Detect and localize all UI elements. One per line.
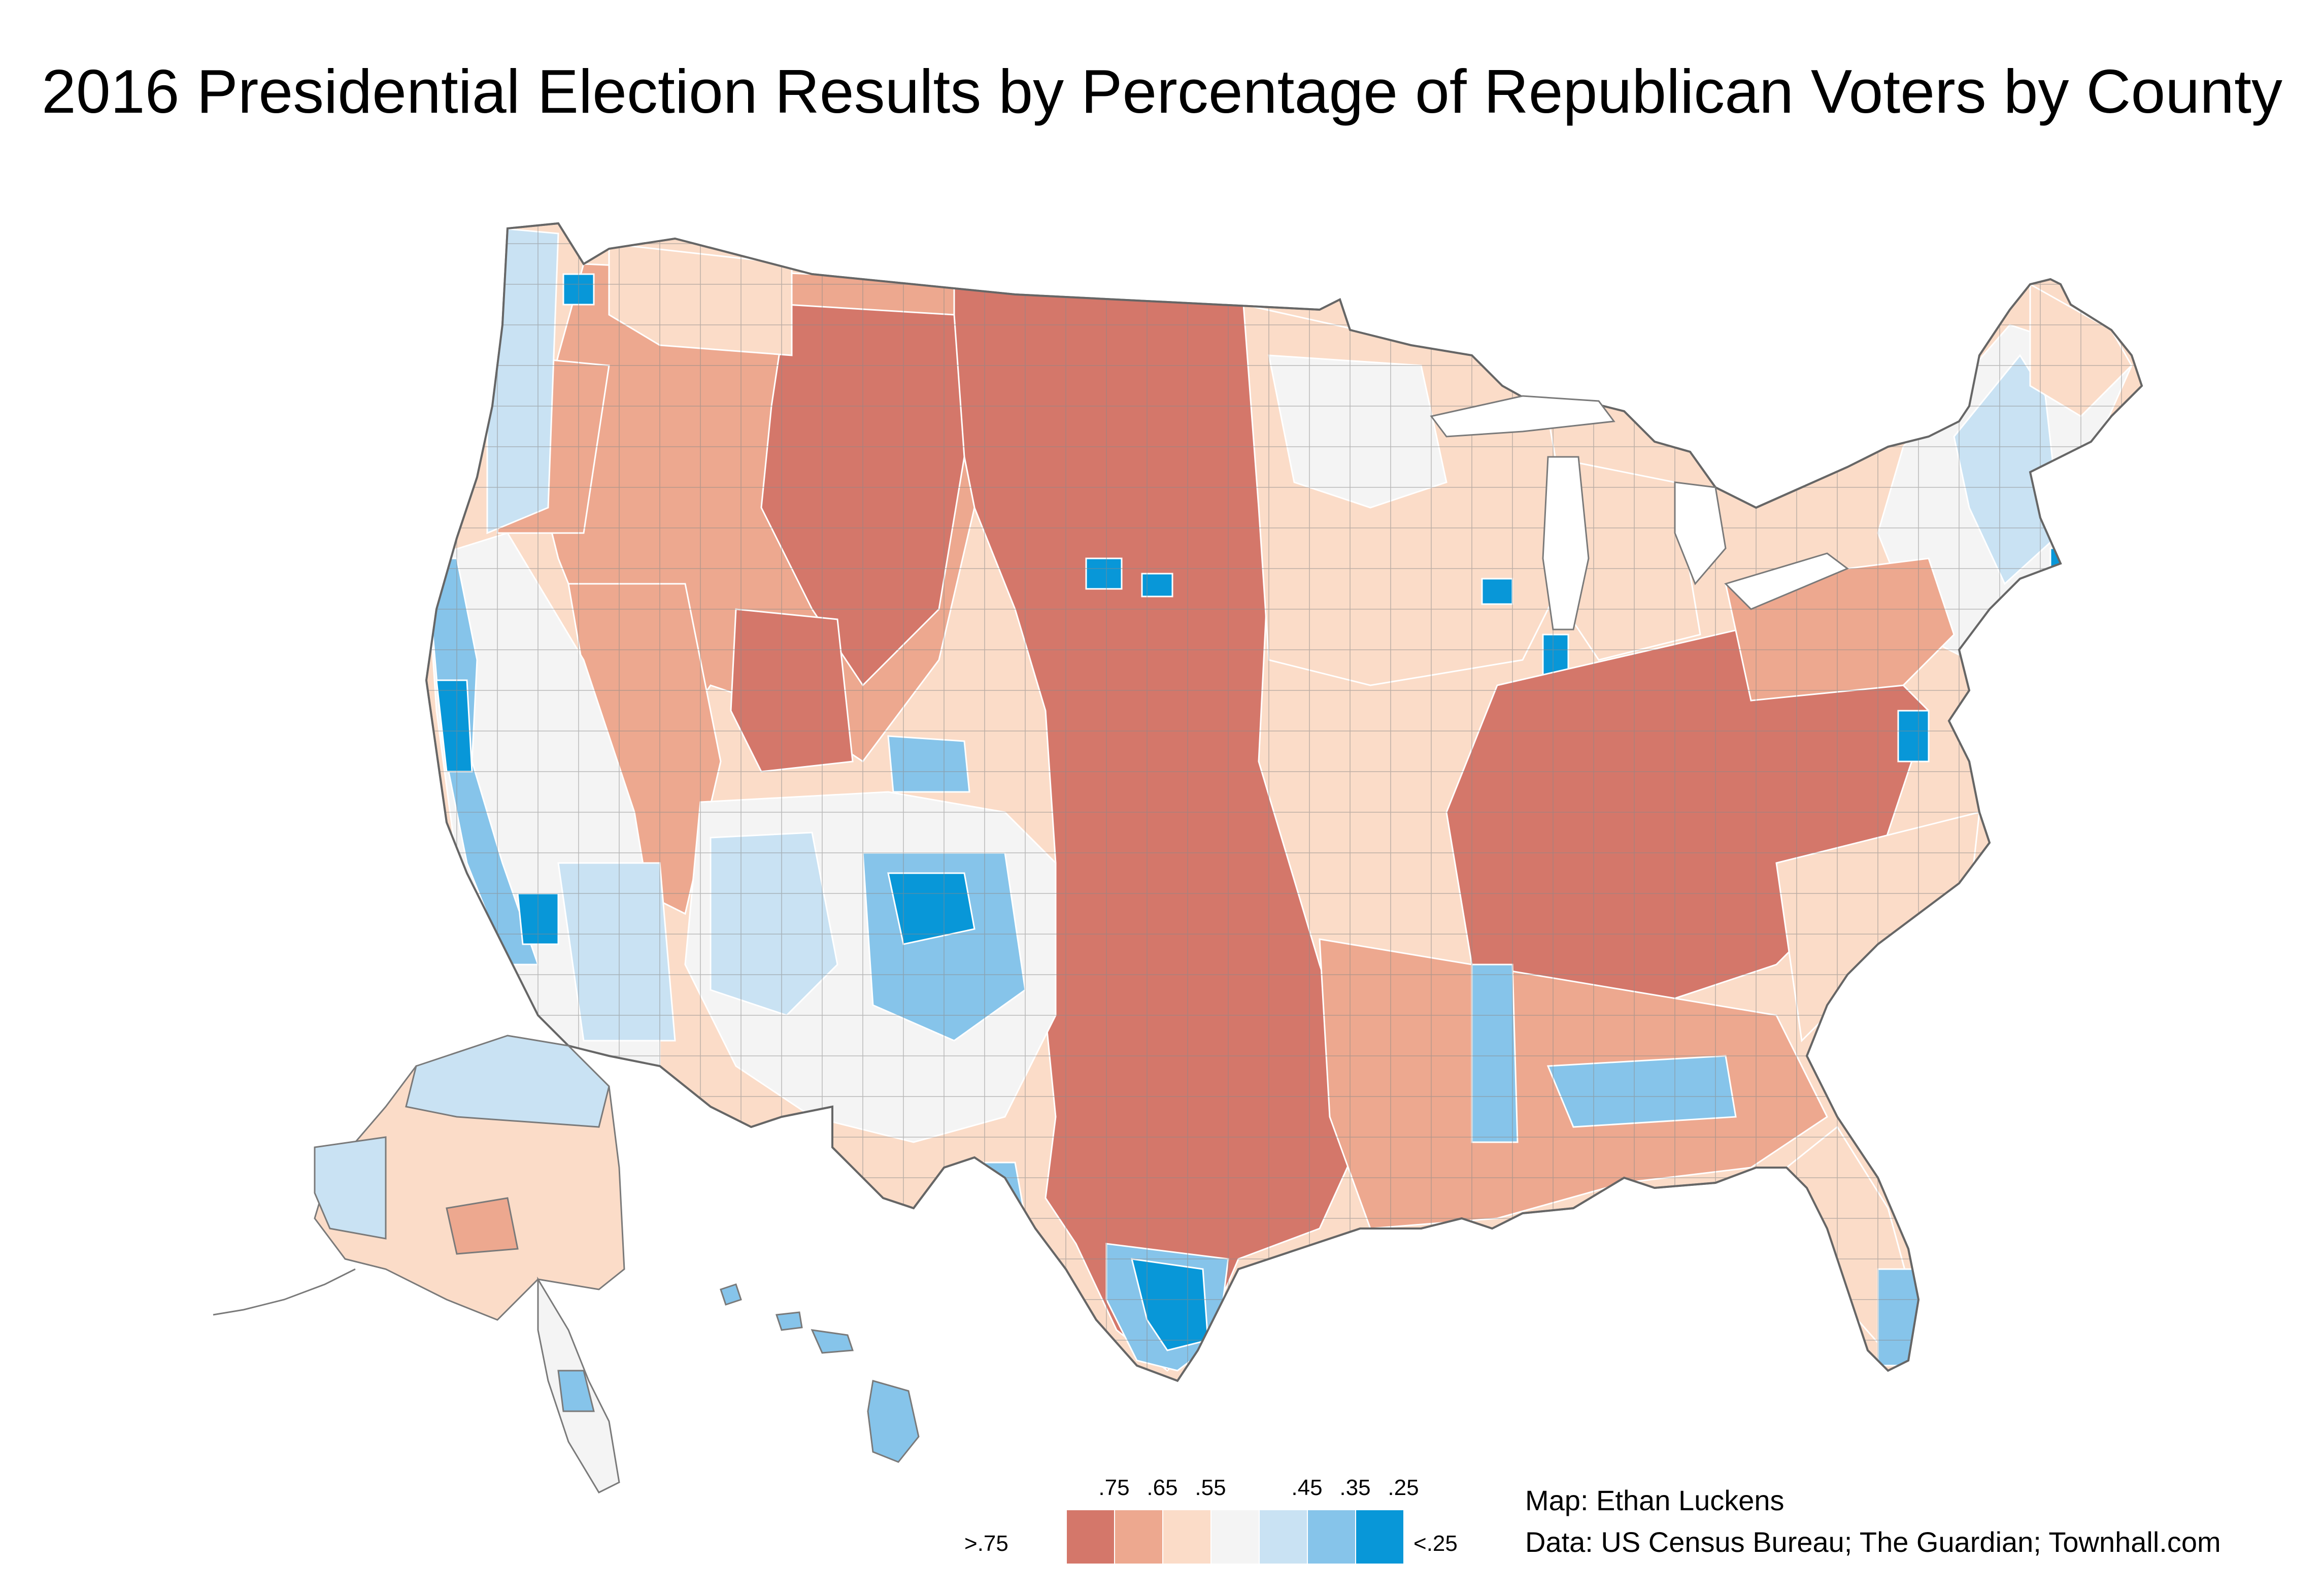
lake-superior — [1430, 395, 1615, 438]
legend-tick: .25 — [1388, 1475, 1419, 1500]
legend-swatch — [1066, 1510, 1114, 1564]
map-author: Map: Ethan Luckens — [1525, 1484, 1784, 1516]
legend-tick: .55 — [1195, 1475, 1226, 1500]
alaska-north-blue — [405, 1035, 610, 1128]
hawaii-oahu — [775, 1311, 803, 1331]
milwaukee-dark-blue — [1481, 578, 1513, 605]
minnesota-white — [1268, 354, 1447, 509]
legend-low-label: >.75 — [964, 1531, 1008, 1556]
dakota-reservation-blue-2 — [1141, 573, 1173, 597]
mississippi-river-blue — [1471, 964, 1519, 1143]
juneau-blue — [557, 1370, 595, 1412]
dakota-reservation-blue — [1085, 557, 1123, 590]
arizona-blue-region — [710, 832, 838, 1016]
legend-tick: .45 — [1291, 1475, 1323, 1500]
hawaii — [720, 1283, 920, 1463]
lake-michigan — [1542, 456, 1590, 630]
legend-ticks: .75 .65 .55 .45 .35 .25 — [954, 1475, 1419, 1505]
alaska-aleutians — [213, 1268, 356, 1316]
legend-tick: .65 — [1147, 1475, 1178, 1500]
southern-california-light — [557, 862, 676, 1042]
legend-swatch — [1355, 1510, 1403, 1564]
legend-swatch — [1210, 1510, 1259, 1564]
new-mexico-dark-blue — [887, 872, 975, 945]
alaska-center-red — [446, 1197, 519, 1255]
lake-erie — [1724, 552, 1849, 610]
legend-tick: .75 — [1098, 1475, 1130, 1500]
colorado-blue — [887, 735, 970, 793]
dc-area-dark-blue — [1897, 710, 1930, 762]
alaska — [213, 1035, 625, 1493]
legend-tick: .35 — [1339, 1475, 1371, 1500]
lake-huron — [1674, 481, 1727, 585]
alaska-west-blue — [314, 1136, 387, 1240]
legend: .75 .65 .55 .45 .35 .25 >.75 <.25 — [954, 1475, 1458, 1576]
south-florida-blue — [1877, 1268, 1919, 1367]
new-york-city-dark-blue — [1978, 623, 2006, 656]
hawaii-kauai — [720, 1283, 742, 1306]
hawaii-maui — [811, 1329, 854, 1354]
us-outline-stroke — [425, 222, 2143, 1382]
data-source: Data: US Census Bureau; The Guardian; To… — [1525, 1526, 2221, 1558]
legend-high-label: <.25 — [1413, 1531, 1458, 1556]
legend-swatch — [1162, 1510, 1210, 1564]
map-title: 2016 Presidential Election Results by Pe… — [42, 57, 2282, 126]
black-belt-blue — [1546, 1055, 1737, 1128]
legend-swatch — [1114, 1510, 1162, 1564]
legend-swatch — [1259, 1510, 1307, 1564]
legend-swatches — [1066, 1510, 1403, 1564]
hawaii-big-island — [867, 1380, 920, 1463]
credits: Map: Ethan Luckens Data: US Census Burea… — [1525, 1480, 2221, 1563]
legend-swatch — [1307, 1510, 1355, 1564]
